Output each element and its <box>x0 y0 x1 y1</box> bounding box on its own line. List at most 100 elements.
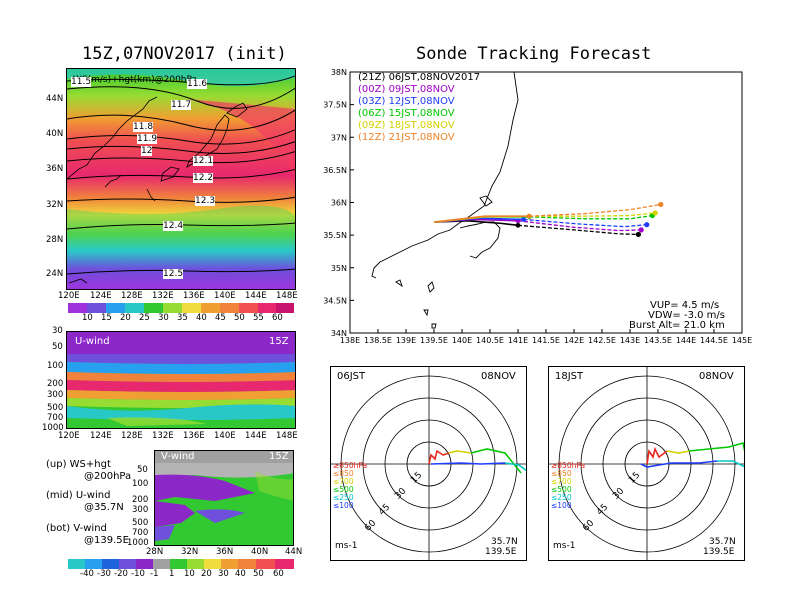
lat-tick: 32N <box>46 200 64 210</box>
level-legend-item: ≤100 <box>333 501 354 510</box>
legend-entry: (12Z) 21JST,08NOV <box>358 132 480 144</box>
v-wind-plot <box>155 451 293 545</box>
wind-cbar-tick: 10 <box>184 569 195 579</box>
legend-utc: (12Z) <box>358 132 389 143</box>
wind-cbar-tick: 60 <box>273 569 284 579</box>
level-legend-item: ≤250 <box>333 493 354 502</box>
x-tick-label: 140.5E <box>476 336 504 345</box>
hodo-left-time: 06JST <box>337 371 366 382</box>
track-burst-point <box>521 217 526 222</box>
lon-tick: 132E <box>152 431 174 441</box>
hodo-right-date: 08NOV <box>699 371 734 382</box>
legend-mid-2: @35.7N <box>84 502 124 513</box>
x-tick-label: 144E <box>676 336 696 345</box>
v-lat-tick: 36N <box>216 547 234 557</box>
v-p-tick: 300 <box>132 505 149 515</box>
v-p-tick: 1000 <box>127 538 149 548</box>
ws-cbar-tick: 60 <box>272 313 283 323</box>
ws-map-label: WS(m/s)+hgt(km)@200hPa <box>73 75 198 85</box>
level-legend-item: ≤850 <box>551 469 572 478</box>
lon-tick: 144E <box>245 291 267 301</box>
track-descent-line <box>529 214 653 220</box>
level-legend-item: ≥850hPa <box>333 461 368 470</box>
wind-cbar-tick: -30 <box>97 569 111 579</box>
contour-label: 12.5 <box>163 269 184 279</box>
p-tick: 100 <box>47 361 64 371</box>
hodo-right-unit: ms-1 <box>553 541 576 551</box>
legend-entry: (00Z) 09JST,08NOV <box>358 84 480 96</box>
u-wind-panel: U-wind 15Z <box>66 331 296 429</box>
lon-tick: 128E <box>121 431 143 441</box>
x-tick-label: 143.5E <box>644 336 672 345</box>
legend-jst: 06JST,08NOV2017 <box>388 72 481 83</box>
lat-tick: 24N <box>46 269 64 279</box>
v-p-tick: 200 <box>132 495 149 505</box>
lon-tick: 140E <box>214 291 236 301</box>
tracking-chart: 138E 138.5E 139E 139.5E 140E 140.5E 141E 141.5E… <box>323 68 752 345</box>
contour-label: 12 <box>141 146 153 156</box>
lon-tick: 144E <box>245 431 267 441</box>
level-legend-item: ≤850 <box>333 469 354 478</box>
lon-tick: 132E <box>152 291 174 301</box>
wind-cbar-tick: -1 <box>150 569 159 579</box>
ws-cbar-tick: 55 <box>253 313 264 323</box>
hodo-left-unit: ms-1 <box>335 541 358 551</box>
level-legend-item: ≥850hPa <box>551 461 586 470</box>
hodo-right-lat: 35.7N <box>709 537 736 547</box>
track-descent-line <box>529 212 656 217</box>
contour-label: 12.2 <box>193 173 214 183</box>
lat-tick: 44N <box>46 94 64 104</box>
x-tick-label: 139E <box>396 336 416 345</box>
ws-cbar-tick: 45 <box>215 313 226 323</box>
right-title: Sonde Tracking Forecast <box>416 44 652 64</box>
lon-tick: 136E <box>183 431 205 441</box>
hodo-right-plot <box>549 367 744 560</box>
contour-label: 11.5 <box>71 77 92 87</box>
contour-label: 12.3 <box>195 196 216 206</box>
wind-colorbar <box>68 559 294 569</box>
y-tick-label: 37N <box>331 133 347 142</box>
x-tick-label: 143E <box>620 336 640 345</box>
v-lat-tick: 28N <box>146 547 164 557</box>
track-landing-point <box>658 201 664 208</box>
v-lat-tick: 40N <box>251 547 269 557</box>
level-legend-item: ≤700 <box>551 477 572 486</box>
x-tick-label: 142.5E <box>588 336 616 345</box>
x-tick-label: 142E <box>564 336 584 345</box>
v-p-tick: 700 <box>132 528 149 538</box>
track-legend: (21Z) 06JST,08NOV2017 (00Z) 09JST,08NOV (0… <box>358 72 480 144</box>
ws-cbar-tick: 15 <box>101 313 112 323</box>
hodo-left-plot <box>331 367 526 560</box>
wind-cbar-tick: -10 <box>131 569 145 579</box>
ws-cbar-tick: 50 <box>234 313 245 323</box>
x-tick-label: 139.5E <box>420 336 448 345</box>
x-tick-label: 140E <box>452 336 472 345</box>
contour-label: 11.9 <box>137 134 158 144</box>
contour-label: 11.8 <box>133 122 154 132</box>
burst-text: Burst Alt= 21.0 km <box>629 320 725 331</box>
y-tick-label: 34.5N <box>323 296 347 305</box>
p-tick: 30 <box>52 326 63 336</box>
legend-entry: (03Z) 12JST,08NOV <box>358 96 480 108</box>
wind-cbar-tick: 40 <box>235 569 246 579</box>
u-wind-label: U-wind <box>75 336 110 347</box>
lon-tick: 136E <box>183 291 205 301</box>
x-tick-label: 138E <box>340 336 360 345</box>
x-tick-label: 145E <box>732 336 752 345</box>
contour-label: 12.4 <box>163 221 184 231</box>
vup-text: VUP= 4.5 m/s <box>650 300 720 311</box>
legend-bot: (bot) V-wind <box>46 523 107 534</box>
legend-utc: (21Z) <box>358 72 389 83</box>
y-tick-label: 37.5N <box>323 101 347 110</box>
wind-cbar-tick: 1 <box>169 569 175 579</box>
lat-tick: 36N <box>46 164 64 174</box>
ws-cbar-tick: 40 <box>196 313 207 323</box>
track-landing-point <box>635 231 641 238</box>
legend-utc: (06Z) <box>358 108 389 119</box>
legend-jst: 15JST,08NOV <box>388 108 455 119</box>
y-tick-label: 34N <box>331 329 347 338</box>
y-tick-label: 35.5N <box>323 231 347 240</box>
y-tick-label: 36.5N <box>323 166 347 175</box>
lon-tick: 128E <box>121 291 143 301</box>
lat-tick: 28N <box>46 235 64 245</box>
